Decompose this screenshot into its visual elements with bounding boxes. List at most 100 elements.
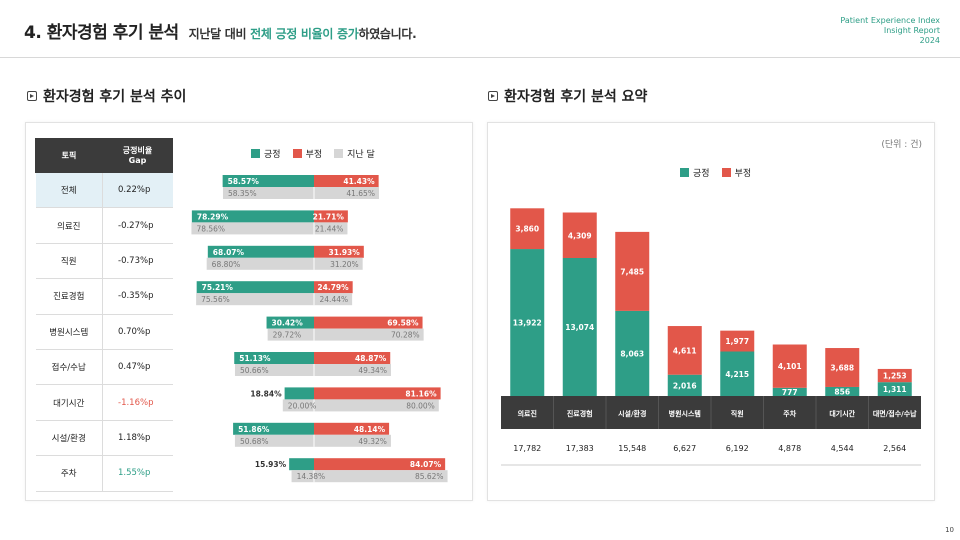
- table-row: 의료진 -0.27%p: [35, 207, 173, 244]
- category-label: 대기시간: [829, 409, 855, 418]
- negative-bar: [314, 281, 353, 294]
- trend-row: 68.07% 31.93% 68.80% 31.20%: [206, 245, 364, 270]
- table-row: 직원 -0.73%p: [35, 243, 173, 280]
- negative-label: 69.58%: [387, 319, 419, 328]
- topic-cell: 의료진: [35, 207, 103, 244]
- trend-row: 30.42% 69.58% 29.72% 70.28%: [266, 316, 424, 341]
- last-month-negative-label: 49.32%: [358, 437, 387, 446]
- gap-cell: -1.16%p: [102, 384, 173, 421]
- negative-label: 41.43%: [343, 177, 375, 186]
- summary-column: 4,215 1,977: [720, 330, 755, 396]
- negative-value-label: 4,611: [673, 346, 697, 355]
- negative-label: 48.14%: [354, 425, 386, 434]
- negative-label: 24.79%: [317, 283, 349, 292]
- table-row: 전체 0.22%p: [35, 172, 173, 209]
- header: 4. 환자경험 후기 분석 지난달 대비 전체 긍정 비율이 증가하였습니다.: [24, 18, 417, 43]
- positive-bar: [562, 257, 597, 396]
- legend-last-month: 지난 달: [334, 147, 375, 160]
- positive-value-label: 1,311: [883, 385, 907, 394]
- header-topic: 토픽: [35, 138, 103, 173]
- table-row: 진료경험 -0.35%p: [35, 278, 173, 315]
- trend-row: 58.57% 41.43% 58.35% 41.65%: [222, 175, 379, 199]
- gap-table: 토픽 긍정비율 Gap 전체 0.22%p 의료진 -0.27%p 직원 -0.73%p 진…: [35, 138, 173, 492]
- subtitle-post: 하였습니다.: [358, 27, 417, 41]
- negative-label: 84.07%: [410, 460, 442, 469]
- last-month-negative-label: 41.65%: [346, 189, 375, 198]
- category-label: 의료진: [518, 409, 537, 418]
- topic-cell: 병원시스템: [35, 314, 103, 350]
- positive-label: 78.29%: [197, 212, 229, 221]
- positive-label: 51.86%: [238, 425, 270, 434]
- positive-label: 15.93%: [255, 460, 287, 469]
- play-icon: [488, 91, 498, 101]
- negative-bar: [314, 175, 379, 187]
- summary-legend-swatch-positive: [680, 168, 689, 177]
- table-row: 병원시스템 0.70%p: [35, 314, 173, 350]
- brand-line-3: 2024: [919, 36, 940, 45]
- negative-bar: [667, 326, 702, 375]
- last-month-positive-label: 50.66%: [240, 366, 269, 375]
- brand-line-2: Insight Report: [883, 26, 940, 35]
- total-value-label: 2,564: [883, 444, 906, 453]
- last-month-negative-label: 49.34%: [358, 366, 387, 375]
- last-month-bar: [234, 434, 391, 447]
- positive-value-label: 13,922: [513, 319, 542, 328]
- gap-cell: -0.73%p: [102, 243, 173, 280]
- last-month-bar: [222, 187, 379, 199]
- negative-value-label: 4,101: [778, 362, 802, 371]
- negative-bar: [314, 422, 390, 435]
- negative-bar: [772, 344, 807, 388]
- negative-value-label: 3,860: [515, 225, 539, 234]
- negative-label: 21.71%: [313, 212, 345, 221]
- table-row: 접수/수납 0.47%p: [35, 349, 173, 386]
- gap-cell: 0.70%p: [102, 314, 173, 350]
- negative-value-label: 4,309: [568, 231, 592, 240]
- positive-bar: [667, 374, 702, 396]
- total-value-label: 17,782: [513, 444, 541, 453]
- summary-column: 2,016 4,611: [667, 326, 702, 396]
- trend-panel: 토픽 긍정비율 Gap 전체 0.22%p 의료진 -0.27%p 직원 -0.73%p 진…: [25, 122, 473, 501]
- negative-bar: [615, 231, 650, 311]
- summary-column: 856 3,688: [825, 348, 860, 396]
- gap-cell: 1.18%p: [102, 420, 173, 457]
- negative-bar: [562, 212, 597, 258]
- positive-bar: [196, 281, 314, 294]
- summary-legend-positive-label: 긍정: [693, 169, 710, 179]
- negative-bar: [314, 210, 348, 223]
- last-month-positive-label: 50.68%: [240, 437, 269, 446]
- unit-label: (단위 : 건): [881, 140, 922, 150]
- gap-cell: 0.22%p: [102, 172, 173, 209]
- header-divider: [0, 57, 960, 58]
- negative-value-label: 1,977: [725, 337, 749, 346]
- summary-column: 8,063 7,485: [615, 231, 650, 396]
- positive-value-label: 2,016: [673, 381, 697, 390]
- last-month-negative-label: 21.44%: [315, 224, 344, 233]
- last-month-negative-label: 80.00%: [406, 401, 435, 410]
- legend-swatch-negative: [292, 149, 302, 158]
- positive-bar: [234, 352, 314, 364]
- trend-row: 78.29% 21.71% 78.56% 21.44%: [191, 210, 348, 235]
- last-month-negative-label: 70.28%: [391, 331, 420, 340]
- negative-label: 31.93%: [329, 248, 361, 257]
- summary-column: 1,311 1,253: [877, 368, 912, 396]
- positive-label: 51.13%: [239, 354, 271, 363]
- total-value-label: 6,192: [726, 444, 749, 453]
- legend-positive: 긍정: [251, 147, 281, 160]
- negative-value-label: 1,253: [883, 372, 907, 381]
- header-gap-text: 긍정비율 Gap: [122, 145, 153, 165]
- positive-label: 30.42%: [272, 319, 304, 328]
- total-value-label: 4,544: [831, 444, 854, 453]
- positive-label: 68.07%: [213, 248, 245, 257]
- positive-value-label: 856: [834, 387, 850, 396]
- positive-bar: [289, 458, 314, 471]
- brand-line-1: Patient Experience Index: [840, 16, 940, 25]
- summary-legend-negative-label: 부정: [734, 169, 752, 179]
- negative-bar: [314, 458, 446, 471]
- negative-bar: [877, 368, 912, 383]
- last-month-negative-label: 31.20%: [330, 260, 359, 269]
- last-month-positive-label: 20.00%: [288, 401, 317, 410]
- subtitle-highlight: 전체 긍정 비율이 증가: [250, 27, 359, 41]
- last-month-bar: [196, 293, 353, 306]
- positive-bar: [207, 245, 314, 258]
- summary-chart: 13,922 3,860 13,074 4,309 8,063 7,485 2,016 4,6…: [501, 208, 921, 466]
